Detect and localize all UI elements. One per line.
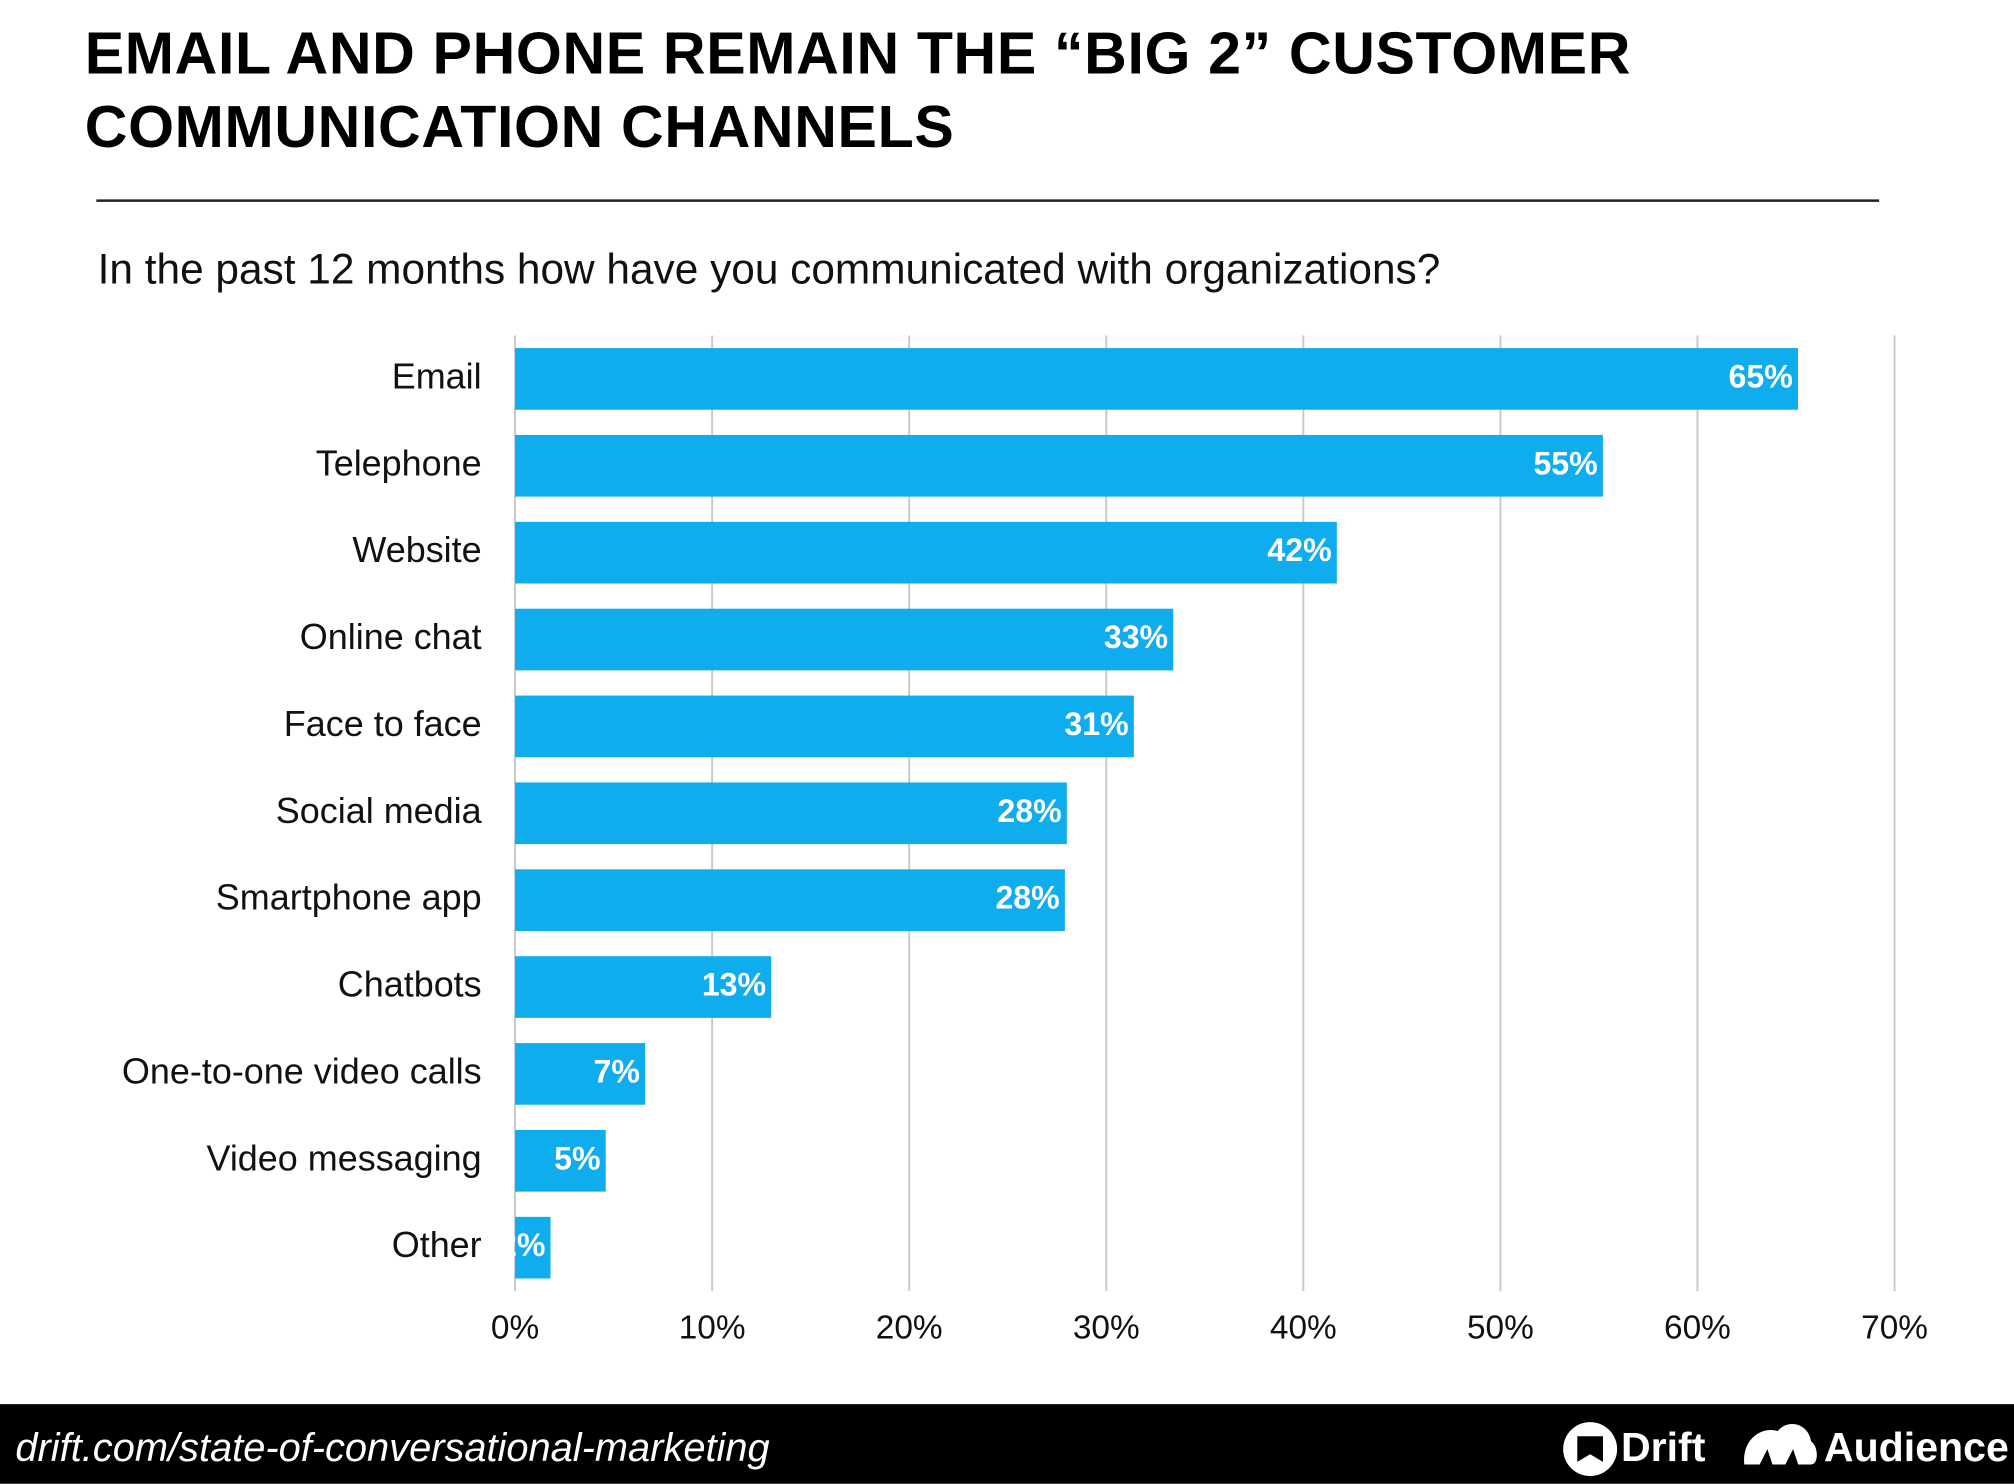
- value-label: 28%: [997, 793, 1061, 829]
- value-label: 42%: [1267, 532, 1331, 568]
- footer-url: drift.com/state-of-conversational-market…: [15, 1426, 769, 1470]
- chart-title: COMMUNICATION CHANNELS: [85, 94, 955, 160]
- bar: [515, 1129, 606, 1192]
- value-label: 13%: [702, 967, 766, 1003]
- bar: [515, 1043, 646, 1105]
- y-tick-label: Chatbots: [338, 964, 482, 1005]
- y-tick-label: Website: [352, 529, 481, 570]
- value-label: 31%: [1064, 706, 1128, 742]
- logo-drift: Drift: [1621, 1424, 1706, 1470]
- bar: [515, 1216, 551, 1279]
- chart-title: EMAIL AND PHONE REMAIN THE “BIG 2” CUSTO…: [85, 21, 1631, 87]
- drift-icon-mark: [1577, 1436, 1603, 1462]
- value-label: 7%: [594, 1053, 640, 1089]
- bar: [515, 782, 1067, 845]
- x-tick-label: 50%: [1467, 1309, 1534, 1346]
- y-tick-label: Video messaging: [206, 1137, 481, 1178]
- footer-band: [0, 1404, 2014, 1484]
- value-label: 65%: [1729, 358, 1793, 394]
- y-tick-label: Online chat: [300, 616, 482, 657]
- y-tick-label: Social media: [276, 790, 482, 831]
- audience-icon: [1744, 1423, 1817, 1465]
- bar: [515, 608, 1174, 671]
- y-tick-label: Email: [392, 355, 482, 396]
- y-tick-label: Face to face: [284, 703, 482, 744]
- value-label: 28%: [995, 880, 1059, 916]
- logo-audience: Audience: [1824, 1424, 2009, 1470]
- x-tick-label: 40%: [1270, 1309, 1337, 1346]
- y-tick-label: One-to-one video calls: [122, 1050, 482, 1091]
- x-tick-label: 70%: [1861, 1309, 1928, 1346]
- bar: [515, 695, 1134, 758]
- bar: [515, 434, 1603, 497]
- y-tick-label: Other: [392, 1224, 482, 1265]
- bar: [515, 869, 1065, 931]
- x-tick-label: 10%: [679, 1309, 746, 1346]
- x-tick-label: 30%: [1073, 1309, 1140, 1346]
- bar: [515, 521, 1337, 584]
- value-label: 5%: [554, 1140, 600, 1176]
- y-tick-label: Smartphone app: [216, 877, 482, 918]
- value-label: 55%: [1533, 445, 1597, 481]
- x-tick-label: 0%: [491, 1309, 539, 1346]
- bar: [515, 956, 772, 1018]
- y-tick-label: Telephone: [316, 442, 482, 483]
- x-tick-label: 60%: [1664, 1309, 1731, 1346]
- x-tick-label: 20%: [876, 1309, 943, 1346]
- value-label: 33%: [1104, 619, 1168, 655]
- subtitle: In the past 12 months how have you commu…: [98, 246, 1441, 293]
- value-label: 2%: [499, 1227, 545, 1263]
- bar: [515, 348, 1798, 410]
